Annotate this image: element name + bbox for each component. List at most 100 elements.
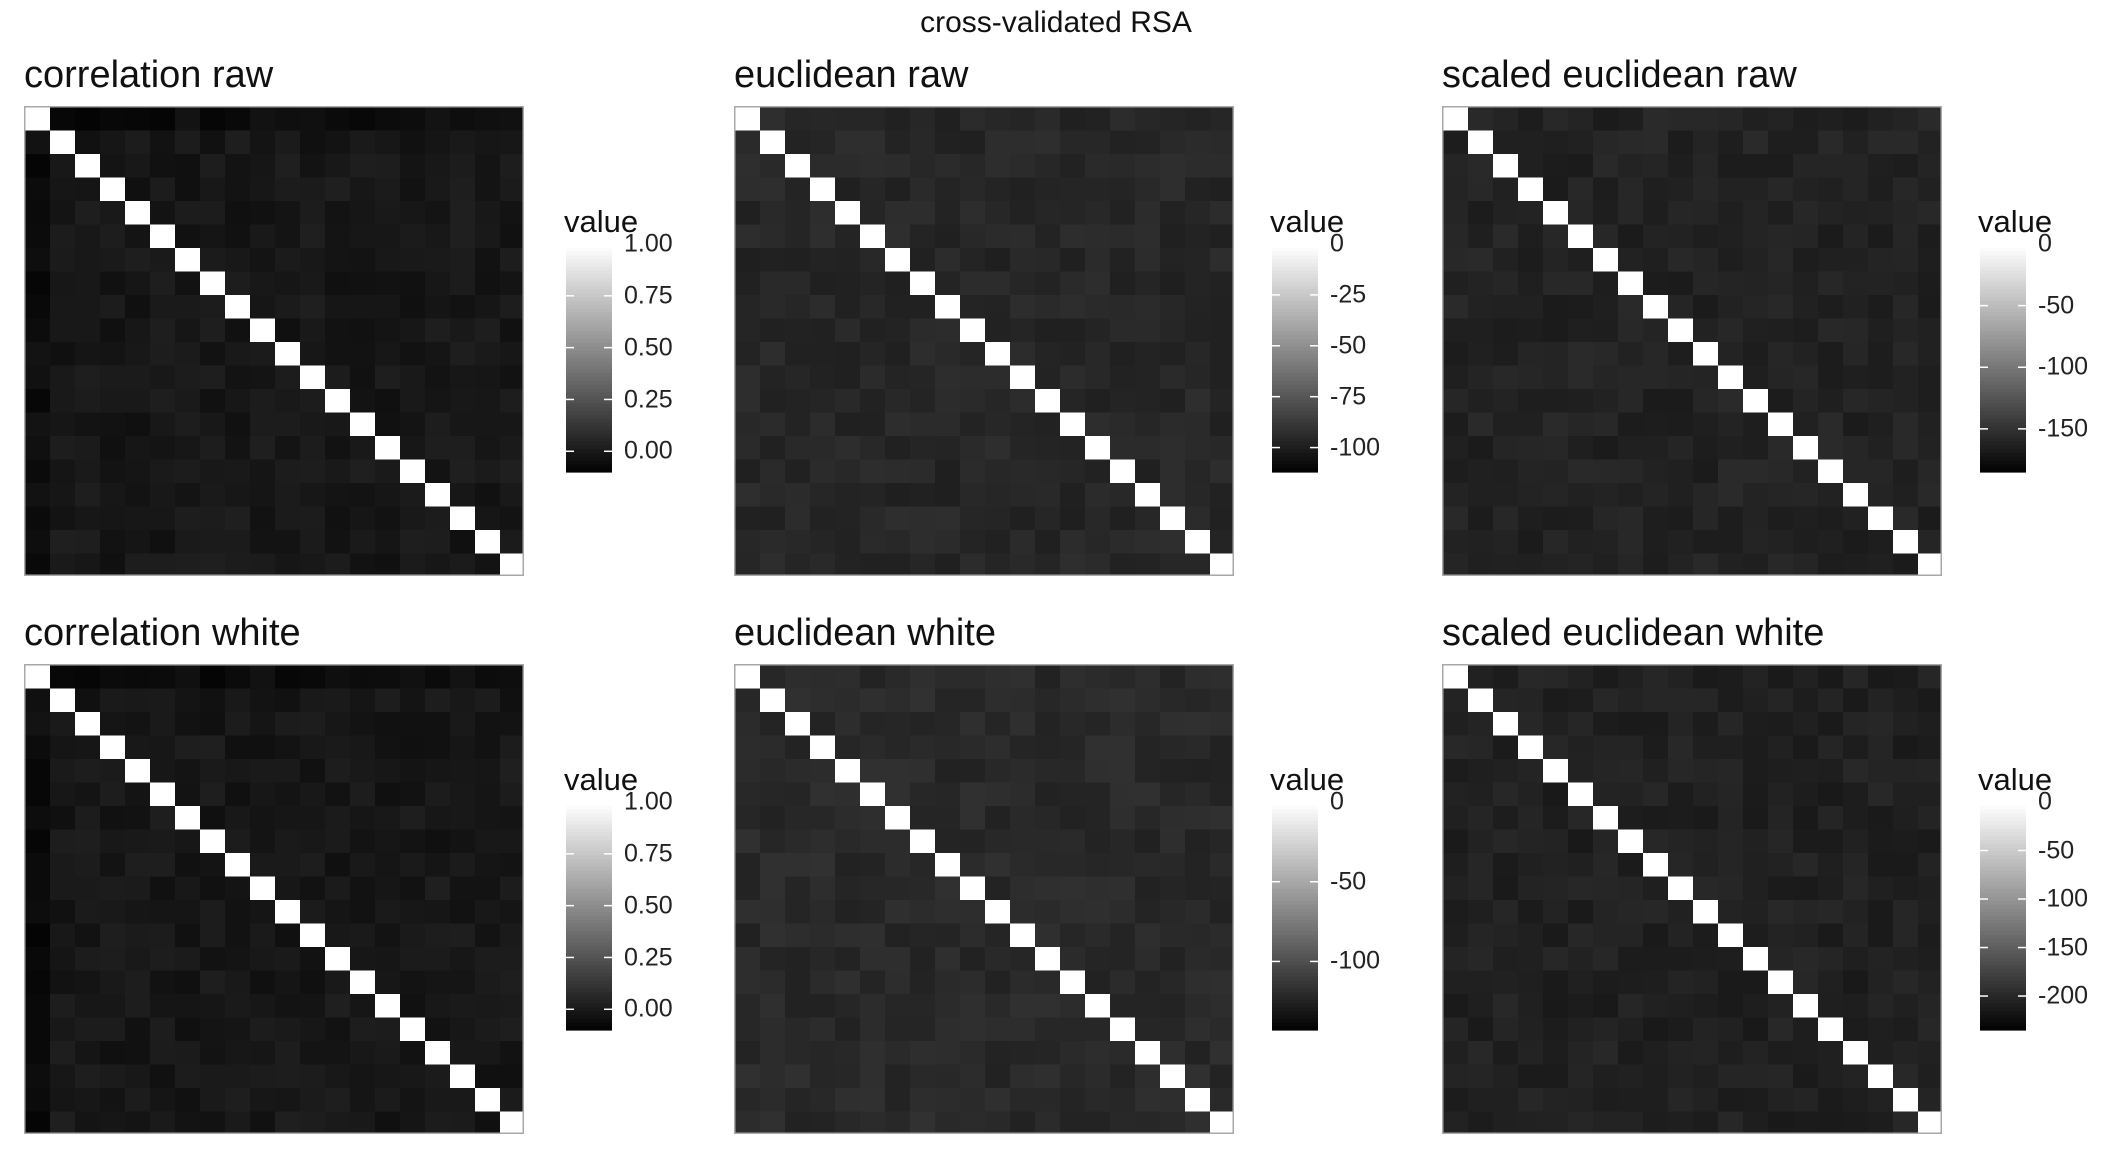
heatmap-cell bbox=[1693, 688, 1719, 713]
heatmap-cell bbox=[175, 295, 201, 319]
heatmap-cell bbox=[400, 201, 426, 225]
heatmap-cell bbox=[1918, 130, 1942, 155]
colorbar-segment bbox=[566, 897, 612, 902]
colorbar-tick-label: 0 bbox=[1330, 229, 1344, 258]
heatmap-cell bbox=[985, 829, 1011, 854]
colorbar-segment bbox=[1980, 380, 2026, 386]
heatmap-cell bbox=[810, 201, 836, 225]
heatmap-cell bbox=[1818, 436, 1844, 460]
heatmap-cell bbox=[125, 853, 151, 877]
heatmap-cell bbox=[450, 735, 476, 760]
heatmap-cell bbox=[835, 1088, 861, 1112]
heatmap-cell bbox=[1918, 782, 1942, 807]
heatmap-cell bbox=[1918, 876, 1942, 901]
heatmap-cell bbox=[1543, 688, 1569, 713]
heatmap-cell bbox=[1060, 1111, 1086, 1134]
heatmap-cell bbox=[785, 829, 811, 854]
heatmap-cell bbox=[885, 107, 911, 131]
heatmap-cell bbox=[500, 1017, 524, 1042]
heatmap-cell bbox=[175, 782, 201, 807]
colorbar-segment bbox=[1980, 304, 2026, 310]
heatmap-cell bbox=[1160, 271, 1186, 296]
colorbar-segment bbox=[566, 415, 612, 420]
heatmap-cell-diagonal bbox=[1543, 201, 1569, 225]
heatmap-cell bbox=[760, 107, 786, 131]
colorbar-tick-label: 0 bbox=[2038, 787, 2052, 816]
colorbar-segment bbox=[1980, 965, 2026, 970]
heatmap-cell bbox=[1210, 1017, 1234, 1042]
heatmap-cell bbox=[1160, 806, 1186, 830]
heatmap-cell bbox=[1593, 295, 1619, 319]
heatmap-cell bbox=[475, 712, 501, 736]
heatmap-cell bbox=[400, 483, 426, 507]
heatmap-cell bbox=[1085, 483, 1111, 507]
heatmap-cell bbox=[250, 201, 276, 225]
colorbar-segment bbox=[566, 885, 612, 890]
heatmap-cell bbox=[960, 530, 986, 554]
colorbar-segment bbox=[1272, 851, 1318, 856]
heatmap-cell bbox=[1443, 365, 1469, 390]
colorbar-segment bbox=[566, 418, 612, 424]
heatmap-cell bbox=[785, 553, 811, 576]
heatmap-cell bbox=[1843, 970, 1869, 995]
heatmap-cell bbox=[100, 483, 126, 507]
heatmap-cell bbox=[500, 735, 524, 760]
heatmap-cell bbox=[1185, 130, 1211, 155]
heatmap-cell bbox=[325, 177, 351, 202]
heatmap-cell bbox=[860, 271, 886, 296]
colorbar-tick-label: 1.00 bbox=[624, 787, 673, 816]
colorbar-segment bbox=[1980, 976, 2026, 982]
heatmap-cell bbox=[1493, 530, 1519, 554]
heatmap-cell-diagonal bbox=[425, 483, 451, 507]
heatmap-cell bbox=[100, 318, 126, 343]
heatmap-cell bbox=[1060, 900, 1086, 924]
heatmap-cell bbox=[125, 876, 151, 901]
heatmap-cell bbox=[1768, 1064, 1794, 1089]
heatmap-cell bbox=[1818, 295, 1844, 319]
heatmap-cell bbox=[885, 876, 911, 901]
heatmap-cell bbox=[1543, 853, 1569, 877]
heatmap-cell bbox=[325, 665, 351, 689]
heatmap-cell bbox=[985, 130, 1011, 155]
colorbar-segment bbox=[566, 866, 612, 871]
heatmap-cell bbox=[1668, 248, 1694, 272]
heatmap-cell bbox=[1693, 853, 1719, 877]
heatmap-cell bbox=[300, 1064, 326, 1089]
heatmap-cell bbox=[1060, 759, 1086, 783]
heatmap-cell bbox=[175, 365, 201, 390]
heatmap-cell bbox=[1693, 876, 1719, 901]
heatmap-cell bbox=[910, 994, 936, 1018]
heatmap-cell bbox=[1593, 483, 1619, 507]
colorbar-segment bbox=[566, 859, 612, 864]
heatmap-cell bbox=[1160, 947, 1186, 971]
heatmap-cell bbox=[100, 970, 126, 995]
heatmap-cell bbox=[1718, 688, 1744, 713]
heatmap-cell bbox=[1060, 806, 1086, 830]
heatmap-cell bbox=[1743, 759, 1769, 783]
heatmap-cell bbox=[1668, 782, 1694, 807]
heatmap-cell bbox=[300, 412, 326, 437]
heatmap-cell bbox=[325, 876, 351, 901]
heatmap-cell-diagonal bbox=[960, 318, 986, 343]
heatmap-cell bbox=[500, 1088, 524, 1112]
heatmap-cell bbox=[425, 1111, 451, 1134]
colorbar-segment bbox=[566, 843, 612, 849]
heatmap-cell bbox=[1035, 530, 1061, 554]
heatmap-cell bbox=[1593, 553, 1619, 576]
heatmap-cell bbox=[75, 459, 101, 484]
heatmap-cell bbox=[885, 665, 911, 689]
heatmap-cell bbox=[1893, 318, 1919, 343]
colorbar-segment bbox=[1980, 805, 2026, 811]
heatmap-cell bbox=[400, 900, 426, 924]
colorbar-segment bbox=[1980, 935, 2026, 940]
heatmap-cell bbox=[1768, 712, 1794, 736]
heatmap-cell bbox=[375, 876, 401, 901]
heatmap-cell bbox=[425, 530, 451, 554]
heatmap-cell bbox=[1818, 735, 1844, 760]
heatmap-cell bbox=[1010, 483, 1036, 507]
heatmap-cell bbox=[885, 970, 911, 995]
heatmap-cell bbox=[1135, 107, 1161, 131]
colorbar-segment bbox=[566, 377, 612, 382]
heatmap-cell bbox=[735, 271, 761, 296]
heatmap-cell bbox=[885, 688, 911, 713]
